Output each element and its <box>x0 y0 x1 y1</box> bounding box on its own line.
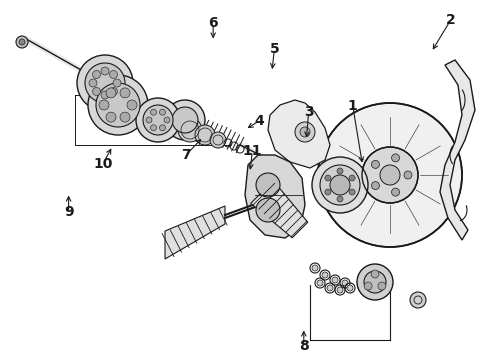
Circle shape <box>256 198 280 222</box>
Circle shape <box>327 285 333 291</box>
Circle shape <box>19 39 25 45</box>
Text: 1: 1 <box>348 99 358 113</box>
Circle shape <box>357 264 393 300</box>
Circle shape <box>210 132 226 148</box>
Circle shape <box>195 125 215 145</box>
Polygon shape <box>440 60 475 240</box>
Circle shape <box>337 196 343 202</box>
Circle shape <box>178 118 202 142</box>
Circle shape <box>300 127 310 137</box>
Text: 10: 10 <box>93 157 113 171</box>
Circle shape <box>392 154 399 162</box>
Circle shape <box>295 122 315 142</box>
Circle shape <box>106 88 116 98</box>
Circle shape <box>101 67 109 75</box>
Circle shape <box>136 98 180 142</box>
Text: 5: 5 <box>270 42 279 55</box>
Polygon shape <box>268 100 330 168</box>
Circle shape <box>150 125 156 131</box>
Circle shape <box>89 79 97 87</box>
Text: 2: 2 <box>446 13 456 27</box>
Circle shape <box>349 189 355 195</box>
Circle shape <box>312 157 368 213</box>
Polygon shape <box>245 155 305 238</box>
Circle shape <box>318 103 462 247</box>
Circle shape <box>256 173 280 197</box>
Polygon shape <box>251 181 308 238</box>
Circle shape <box>378 282 386 290</box>
Circle shape <box>93 71 100 78</box>
Circle shape <box>371 270 379 278</box>
Circle shape <box>77 55 133 111</box>
Circle shape <box>96 83 140 127</box>
Circle shape <box>410 292 426 308</box>
Text: 3: 3 <box>304 105 314 118</box>
Circle shape <box>93 87 100 95</box>
Circle shape <box>364 282 372 290</box>
Circle shape <box>371 181 379 190</box>
Circle shape <box>99 100 109 110</box>
Circle shape <box>160 125 166 131</box>
Circle shape <box>320 165 360 205</box>
Circle shape <box>317 280 323 286</box>
Circle shape <box>16 36 28 48</box>
Circle shape <box>347 285 353 291</box>
Circle shape <box>143 105 173 135</box>
Circle shape <box>146 117 152 123</box>
Text: 9: 9 <box>64 206 74 219</box>
Circle shape <box>150 109 156 115</box>
Circle shape <box>364 271 386 293</box>
Circle shape <box>392 188 399 196</box>
Circle shape <box>362 147 418 203</box>
Circle shape <box>380 165 400 185</box>
Circle shape <box>120 88 130 98</box>
Circle shape <box>109 71 118 78</box>
Circle shape <box>88 75 148 135</box>
Polygon shape <box>165 206 225 259</box>
Text: 8: 8 <box>299 339 309 352</box>
Circle shape <box>325 175 331 181</box>
Circle shape <box>109 87 118 95</box>
Circle shape <box>113 79 121 87</box>
Circle shape <box>332 277 338 283</box>
Circle shape <box>322 272 328 278</box>
Circle shape <box>160 109 166 115</box>
Circle shape <box>120 112 130 122</box>
Circle shape <box>404 171 412 179</box>
Circle shape <box>325 189 331 195</box>
Circle shape <box>164 117 170 123</box>
Text: 6: 6 <box>208 17 218 30</box>
Circle shape <box>349 175 355 181</box>
Circle shape <box>85 63 125 103</box>
Text: 4: 4 <box>255 114 265 127</box>
Circle shape <box>337 287 343 293</box>
Circle shape <box>101 91 109 99</box>
Circle shape <box>342 280 348 286</box>
Circle shape <box>330 175 350 195</box>
Circle shape <box>127 100 137 110</box>
Circle shape <box>165 100 205 140</box>
Circle shape <box>312 265 318 271</box>
Text: 11: 11 <box>243 144 262 158</box>
Circle shape <box>172 107 198 133</box>
Text: 7: 7 <box>181 148 191 162</box>
Circle shape <box>371 161 379 168</box>
Circle shape <box>337 168 343 174</box>
Circle shape <box>106 112 116 122</box>
